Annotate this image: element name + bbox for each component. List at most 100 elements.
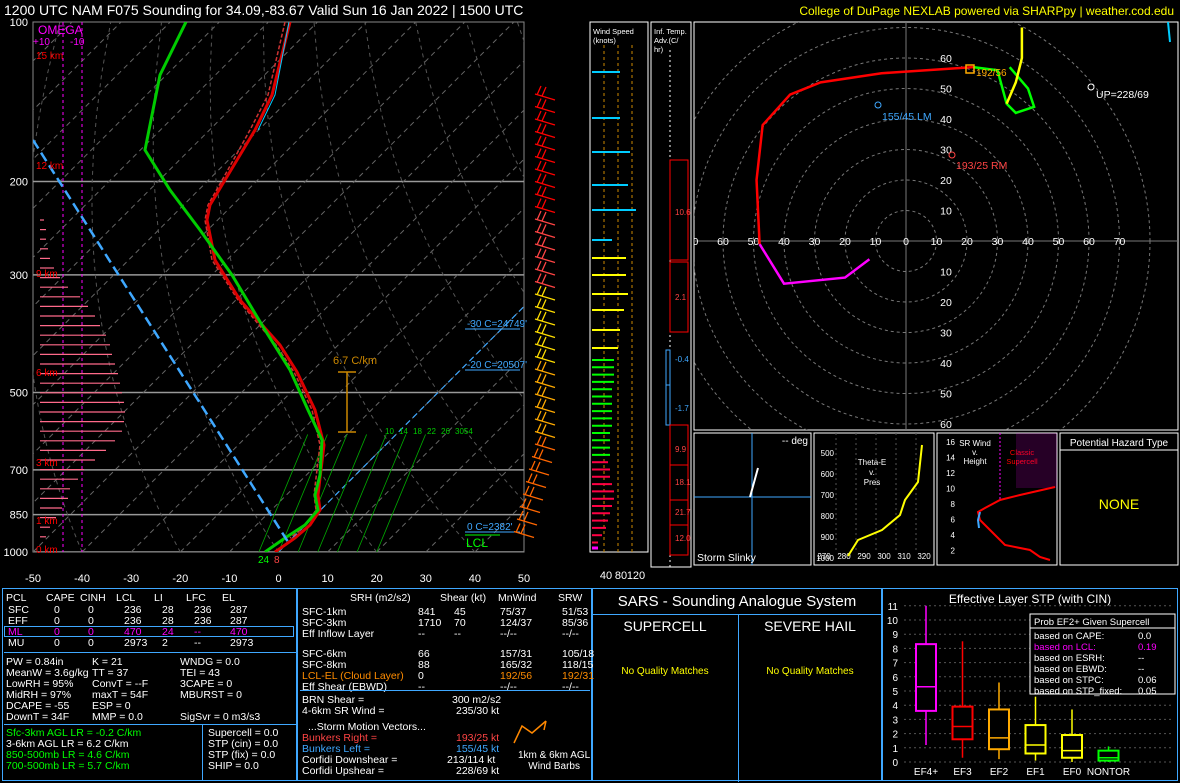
index-col2: MMP = 0.0 [92, 711, 143, 723]
parcel-cell: -- [194, 637, 201, 649]
temp-tick: 10 [321, 573, 333, 585]
kine-value: 192/31 [562, 670, 595, 682]
kine-header: SRW [558, 592, 583, 604]
srwind-y-tick: 4 [951, 531, 956, 540]
stp-box [1097, 749, 1120, 762]
stp-legend-label: based on ESRH: [1034, 653, 1105, 664]
stp-box [882, 588, 1178, 781]
parcel-cell: 236 [124, 615, 142, 627]
kine-value: 124/37 [500, 617, 533, 629]
kine-value: 85/36 [562, 617, 589, 629]
kine-label: SFC-6km [302, 648, 347, 660]
height-label: 9 km [36, 269, 58, 280]
parcel-header: LFC [186, 592, 206, 604]
kine-value: 118/15 [562, 659, 594, 671]
stp-category: NONTOR [1087, 767, 1130, 778]
sars-supercell-title: SUPERCELL [623, 618, 707, 634]
omega-tick: +10 [33, 37, 50, 48]
srwind-classic: Supercell [1006, 457, 1038, 466]
temp-tick: 20 [371, 573, 383, 585]
stp-legend-value: 0.06 [1138, 675, 1157, 686]
sars-hail-msg: No Quality Matches [766, 666, 854, 677]
index-col1: PW = 0.84in [6, 656, 64, 668]
srwind-classic: Classic [1010, 448, 1034, 457]
srwind-y-tick: 12 [946, 469, 955, 478]
kine-label: SFC-1km [302, 606, 347, 618]
lapse-rate: 3-6km AGL LR = 6.2 C/km [6, 738, 129, 750]
parcel-cell: 0 [88, 604, 94, 616]
index-col2: ESP = 0 [92, 700, 131, 712]
kine-label: SFC-8km [302, 659, 347, 671]
parcel-cell: 0 [54, 604, 60, 616]
index-col1: DCAPE = -55 [6, 700, 70, 712]
kine-value: --/-- [562, 681, 579, 693]
mixing-ratio-label: 26 [441, 427, 450, 436]
stp-box [1024, 724, 1047, 755]
isotherm [33, 22, 367, 357]
sars-box [592, 588, 882, 781]
lcl-label: LCL [466, 536, 488, 550]
index-col3: SigSvr = 0 m3/s3 [180, 711, 261, 723]
stp-y-tick: 1 [892, 744, 898, 755]
parcel-header: EL [222, 592, 235, 604]
wind-barb [534, 160, 556, 176]
parcel-header: CAPE [46, 592, 75, 604]
thetae-x-tick: 290 [857, 552, 871, 561]
kine-value: 75/37 [500, 606, 527, 618]
kine-value: 841 [418, 606, 436, 618]
hodo-rm-label: 193/25 RM [956, 160, 1007, 172]
kine-value: 0 [418, 670, 424, 682]
wind-barb [534, 410, 556, 426]
sars-panel: SARS - Sounding Analogue System SUPERCEL… [592, 590, 882, 782]
kine-value: 165/32 [500, 659, 533, 671]
height-label: 1 km [36, 516, 58, 527]
hodo-lm-label: 155/45 LM [882, 111, 932, 123]
parcel-cell: 470 [230, 626, 248, 638]
thetae-y-tick: 700 [821, 491, 835, 500]
credit-text: College of DuPage NEXLAB powered via SHA… [799, 4, 1174, 18]
height-label: 0 km [36, 545, 58, 556]
level-label: 0 C=2382' [467, 522, 513, 533]
stp-y-tick: 3 [892, 715, 898, 726]
index-col2: ConvT = --F [92, 678, 149, 690]
hodo-ring-label: 30 [940, 328, 952, 340]
srwind-title: SR Wind [959, 439, 991, 448]
thetae-y-tick: 500 [821, 449, 835, 458]
hodo-x-tick: 40 [1022, 236, 1034, 248]
srwind-value: 235/30 kt [456, 705, 500, 717]
parcel-trace [33, 139, 292, 546]
isotherm [81, 109, 524, 552]
pressure-tick-700: 700 [10, 465, 28, 477]
temp-adv-title: Adv.(C/ [654, 36, 679, 45]
wind-barb [534, 185, 556, 201]
mixing-ratio-label: 10 [385, 427, 394, 436]
temp-adv-value: 12.0 [675, 534, 691, 543]
kine-value: 70 [454, 617, 466, 629]
kine-value: 88 [418, 659, 430, 671]
hazard-frame [1059, 432, 1179, 566]
stp-y-tick: 11 [888, 602, 899, 613]
height-label: 6 km [36, 368, 58, 379]
pressure-tick-500: 500 [10, 387, 28, 399]
stp-legend-label: based on STP_fixed: [1034, 686, 1122, 697]
index-col1: MidRH = 97% [6, 689, 72, 701]
thetae-x-tick: 320 [917, 552, 931, 561]
index-col3: WNDG = 0.0 [180, 656, 240, 668]
parcel-cell: 236 [194, 604, 212, 616]
hodo-ring-label: 40 [940, 114, 952, 126]
kine-value: 66 [418, 648, 430, 660]
parcel-cell: 0 [54, 615, 60, 627]
wetbulb-line [257, 22, 290, 131]
lapse-bracket [338, 371, 356, 433]
hazard-title: Potential Hazard Type [1070, 438, 1169, 449]
index-col1: MeanW = 3.6g/kg [6, 667, 89, 679]
parcel-cell: 0 [88, 637, 94, 649]
sfc-temp: 8 [274, 555, 280, 566]
kine-header: MnWind [498, 592, 537, 604]
hodo-ring-label: 10 [940, 206, 952, 218]
wind-speed-tick: 40 [600, 570, 612, 582]
temp-adv-value: 2.1 [675, 293, 687, 302]
stp-y-tick: 2 [892, 730, 898, 741]
hazard-value: NONE [1099, 496, 1139, 512]
kine-value: --/-- [500, 681, 517, 693]
